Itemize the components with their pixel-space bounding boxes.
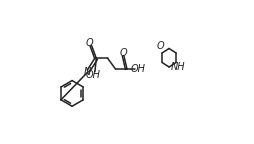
Text: NH: NH (170, 62, 185, 72)
Text: OH: OH (86, 70, 101, 80)
Text: N: N (84, 67, 91, 77)
Text: O: O (86, 38, 94, 49)
Text: O: O (120, 49, 128, 58)
Text: O: O (157, 41, 164, 51)
Text: OH: OH (131, 64, 146, 74)
